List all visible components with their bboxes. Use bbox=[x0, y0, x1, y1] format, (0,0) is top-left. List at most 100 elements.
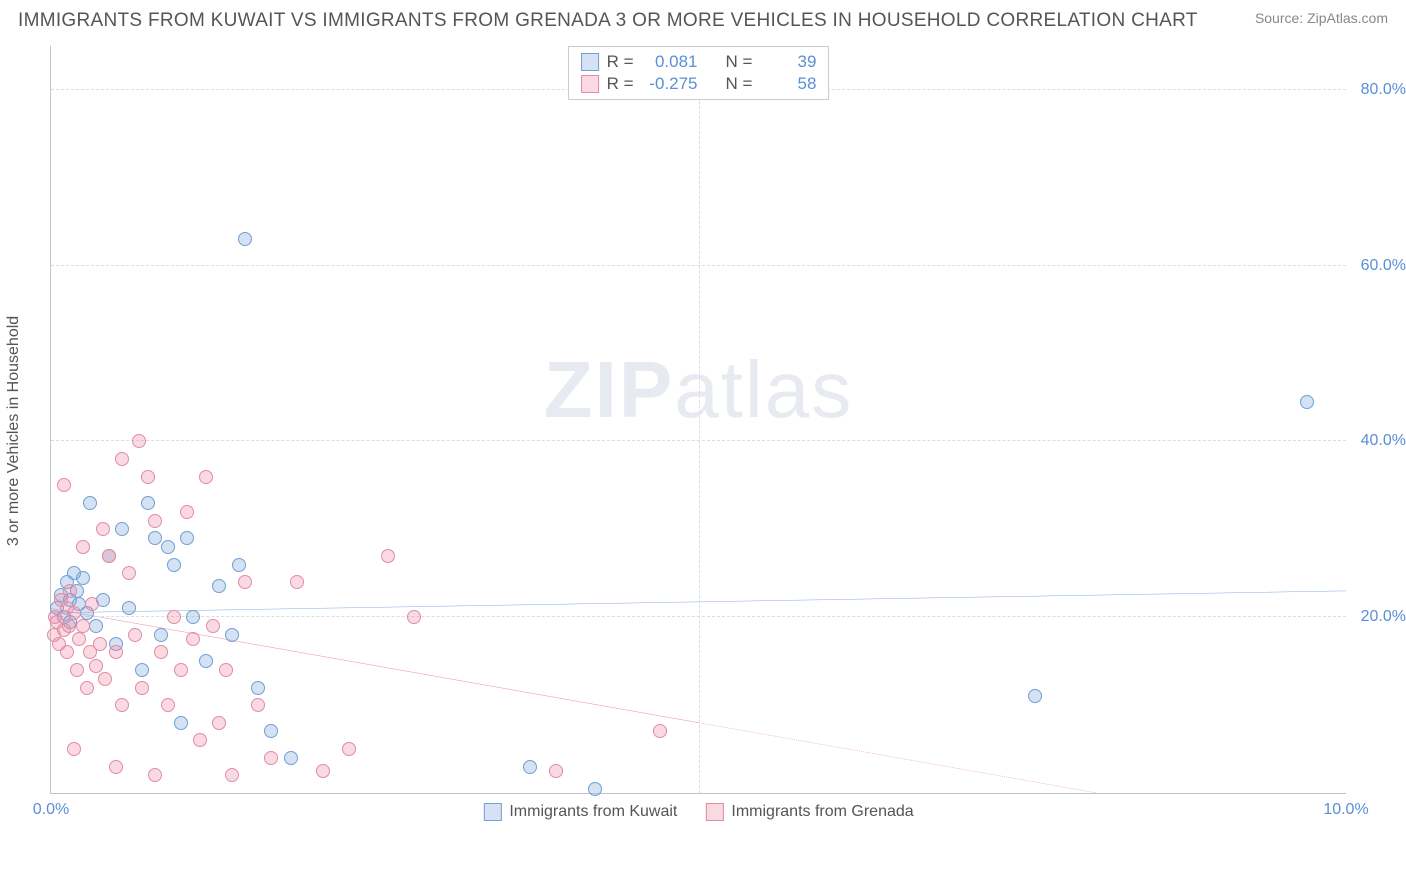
legend-n-value-kuwait: 39 bbox=[760, 52, 816, 72]
data-point bbox=[154, 628, 168, 642]
data-point bbox=[342, 742, 356, 756]
data-point bbox=[232, 558, 246, 572]
data-point bbox=[199, 654, 213, 668]
data-point bbox=[76, 540, 90, 554]
data-point bbox=[290, 575, 304, 589]
data-point bbox=[186, 610, 200, 624]
legend-n-label: N = bbox=[726, 52, 753, 72]
data-point bbox=[85, 597, 99, 611]
legend-swatch-kuwait bbox=[483, 803, 501, 821]
data-point bbox=[89, 659, 103, 673]
series-legend: Immigrants from Kuwait Immigrants from G… bbox=[483, 803, 913, 821]
data-point bbox=[1300, 395, 1314, 409]
data-point bbox=[284, 751, 298, 765]
data-point bbox=[549, 764, 563, 778]
data-point bbox=[225, 628, 239, 642]
data-point bbox=[219, 663, 233, 677]
legend-r-value-kuwait: 0.081 bbox=[642, 52, 698, 72]
legend-swatch-grenada bbox=[705, 803, 723, 821]
data-point bbox=[264, 724, 278, 738]
data-point bbox=[141, 496, 155, 510]
data-point bbox=[57, 478, 71, 492]
data-point bbox=[148, 768, 162, 782]
data-point bbox=[128, 628, 142, 642]
legend-n-value-grenada: 58 bbox=[760, 74, 816, 94]
correlation-legend-row-2: R = -0.275 N = 58 bbox=[581, 73, 817, 95]
data-point bbox=[115, 698, 129, 712]
legend-swatch-grenada bbox=[581, 75, 599, 93]
data-point bbox=[98, 672, 112, 686]
data-point bbox=[67, 606, 81, 620]
data-point bbox=[76, 619, 90, 633]
y-tick-label: 20.0% bbox=[1350, 608, 1406, 626]
y-tick-label: 40.0% bbox=[1350, 432, 1406, 450]
x-tick-label: 0.0% bbox=[33, 801, 69, 819]
data-point bbox=[67, 742, 81, 756]
title-bar: IMMIGRANTS FROM KUWAIT VS IMMIGRANTS FRO… bbox=[0, 0, 1406, 36]
data-point bbox=[60, 645, 74, 659]
legend-swatch-kuwait bbox=[581, 53, 599, 71]
data-point bbox=[193, 733, 207, 747]
correlation-legend: R = 0.081 N = 39 R = -0.275 N = 58 bbox=[568, 46, 830, 100]
data-point bbox=[135, 681, 149, 695]
data-point bbox=[407, 610, 421, 624]
data-point bbox=[132, 434, 146, 448]
data-point bbox=[72, 632, 86, 646]
legend-r-label: R = bbox=[607, 52, 634, 72]
data-point bbox=[135, 663, 149, 677]
data-point bbox=[63, 584, 77, 598]
legend-r-value-grenada: -0.275 bbox=[642, 74, 698, 94]
data-point bbox=[109, 760, 123, 774]
chart-title: IMMIGRANTS FROM KUWAIT VS IMMIGRANTS FRO… bbox=[18, 10, 1198, 32]
data-point bbox=[653, 724, 667, 738]
data-point bbox=[381, 549, 395, 563]
legend-r-label: R = bbox=[607, 74, 634, 94]
data-point bbox=[174, 663, 188, 677]
data-point bbox=[80, 681, 94, 695]
data-point bbox=[167, 558, 181, 572]
data-point bbox=[122, 601, 136, 615]
x-tick-label: 10.0% bbox=[1323, 801, 1368, 819]
data-point bbox=[238, 232, 252, 246]
data-point bbox=[83, 496, 97, 510]
data-point bbox=[251, 681, 265, 695]
data-point bbox=[109, 645, 123, 659]
data-point bbox=[115, 522, 129, 536]
data-point bbox=[206, 619, 220, 633]
data-point bbox=[238, 575, 252, 589]
data-point bbox=[67, 566, 81, 580]
data-point bbox=[523, 760, 537, 774]
correlation-legend-row-1: R = 0.081 N = 39 bbox=[581, 51, 817, 73]
data-point bbox=[588, 782, 602, 796]
data-point bbox=[115, 452, 129, 466]
series-legend-item-kuwait: Immigrants from Kuwait bbox=[483, 803, 677, 821]
plot-wrapper: 3 or more Vehicles in Household ZIPatlas… bbox=[50, 36, 1346, 826]
data-point bbox=[212, 716, 226, 730]
data-point bbox=[96, 522, 110, 536]
data-point bbox=[70, 663, 84, 677]
data-point bbox=[62, 619, 76, 633]
data-point bbox=[154, 645, 168, 659]
data-point bbox=[316, 764, 330, 778]
data-point bbox=[174, 716, 188, 730]
grid-line-vertical bbox=[699, 46, 700, 793]
data-point bbox=[93, 637, 107, 651]
watermark-zip: ZIP bbox=[544, 345, 674, 434]
data-point bbox=[212, 579, 226, 593]
series-legend-label-kuwait: Immigrants from Kuwait bbox=[509, 803, 677, 821]
data-point bbox=[180, 531, 194, 545]
plot-area: ZIPatlas R = 0.081 N = 39 R = -0.275 N =… bbox=[50, 46, 1346, 794]
y-tick-label: 80.0% bbox=[1350, 81, 1406, 99]
data-point bbox=[148, 531, 162, 545]
data-point bbox=[89, 619, 103, 633]
data-point bbox=[186, 632, 200, 646]
data-point bbox=[1028, 689, 1042, 703]
y-axis-label: 3 or more Vehicles in Household bbox=[5, 316, 23, 546]
source-credit: Source: ZipAtlas.com bbox=[1255, 10, 1388, 26]
data-point bbox=[167, 610, 181, 624]
series-legend-label-grenada: Immigrants from Grenada bbox=[731, 803, 913, 821]
data-point bbox=[161, 540, 175, 554]
data-point bbox=[141, 470, 155, 484]
data-point bbox=[148, 514, 162, 528]
legend-n-label: N = bbox=[726, 74, 753, 94]
